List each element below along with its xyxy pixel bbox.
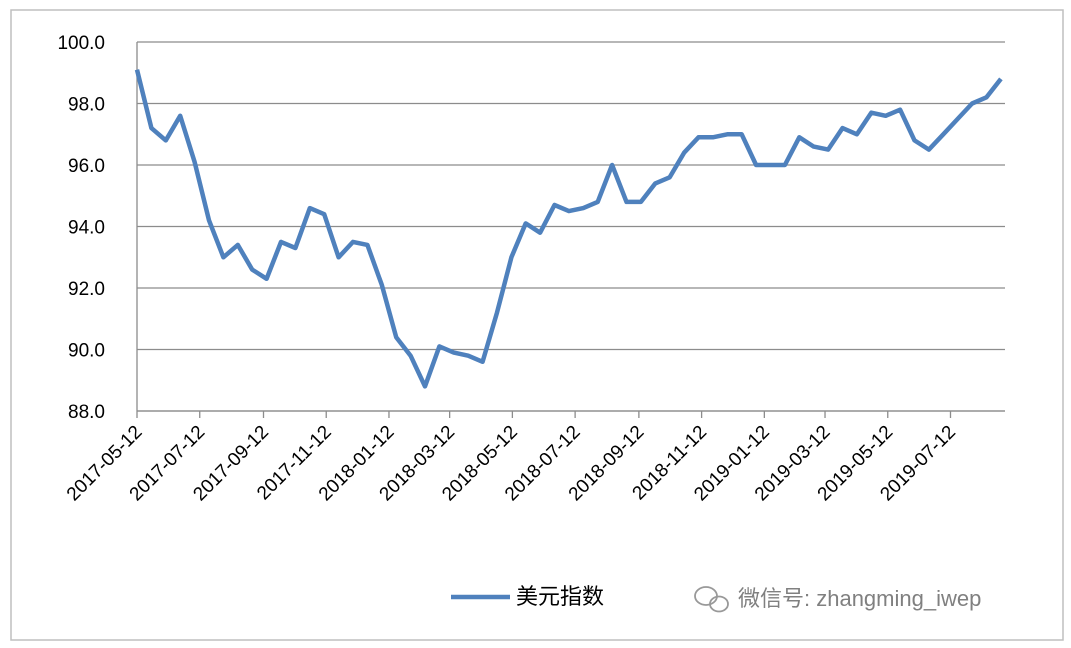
y-tick-label: 88.0 (68, 402, 105, 423)
y-tick-label: 96.0 (68, 156, 105, 177)
y-tick-label: 90.0 (68, 341, 105, 362)
y-tick-label: 98.0 (68, 95, 105, 116)
data-line (134, 69, 1003, 389)
chart-frame (10, 9, 1064, 641)
y-tick-label: 100.0 (57, 33, 105, 54)
y-tick-label: 94.0 (68, 218, 105, 239)
watermark: 微信号: zhangming_iwep (738, 586, 981, 611)
watermark-icon (694, 586, 729, 613)
y-tick-label: 92.0 (68, 279, 105, 300)
legend-label: 美元指数 (516, 584, 604, 609)
